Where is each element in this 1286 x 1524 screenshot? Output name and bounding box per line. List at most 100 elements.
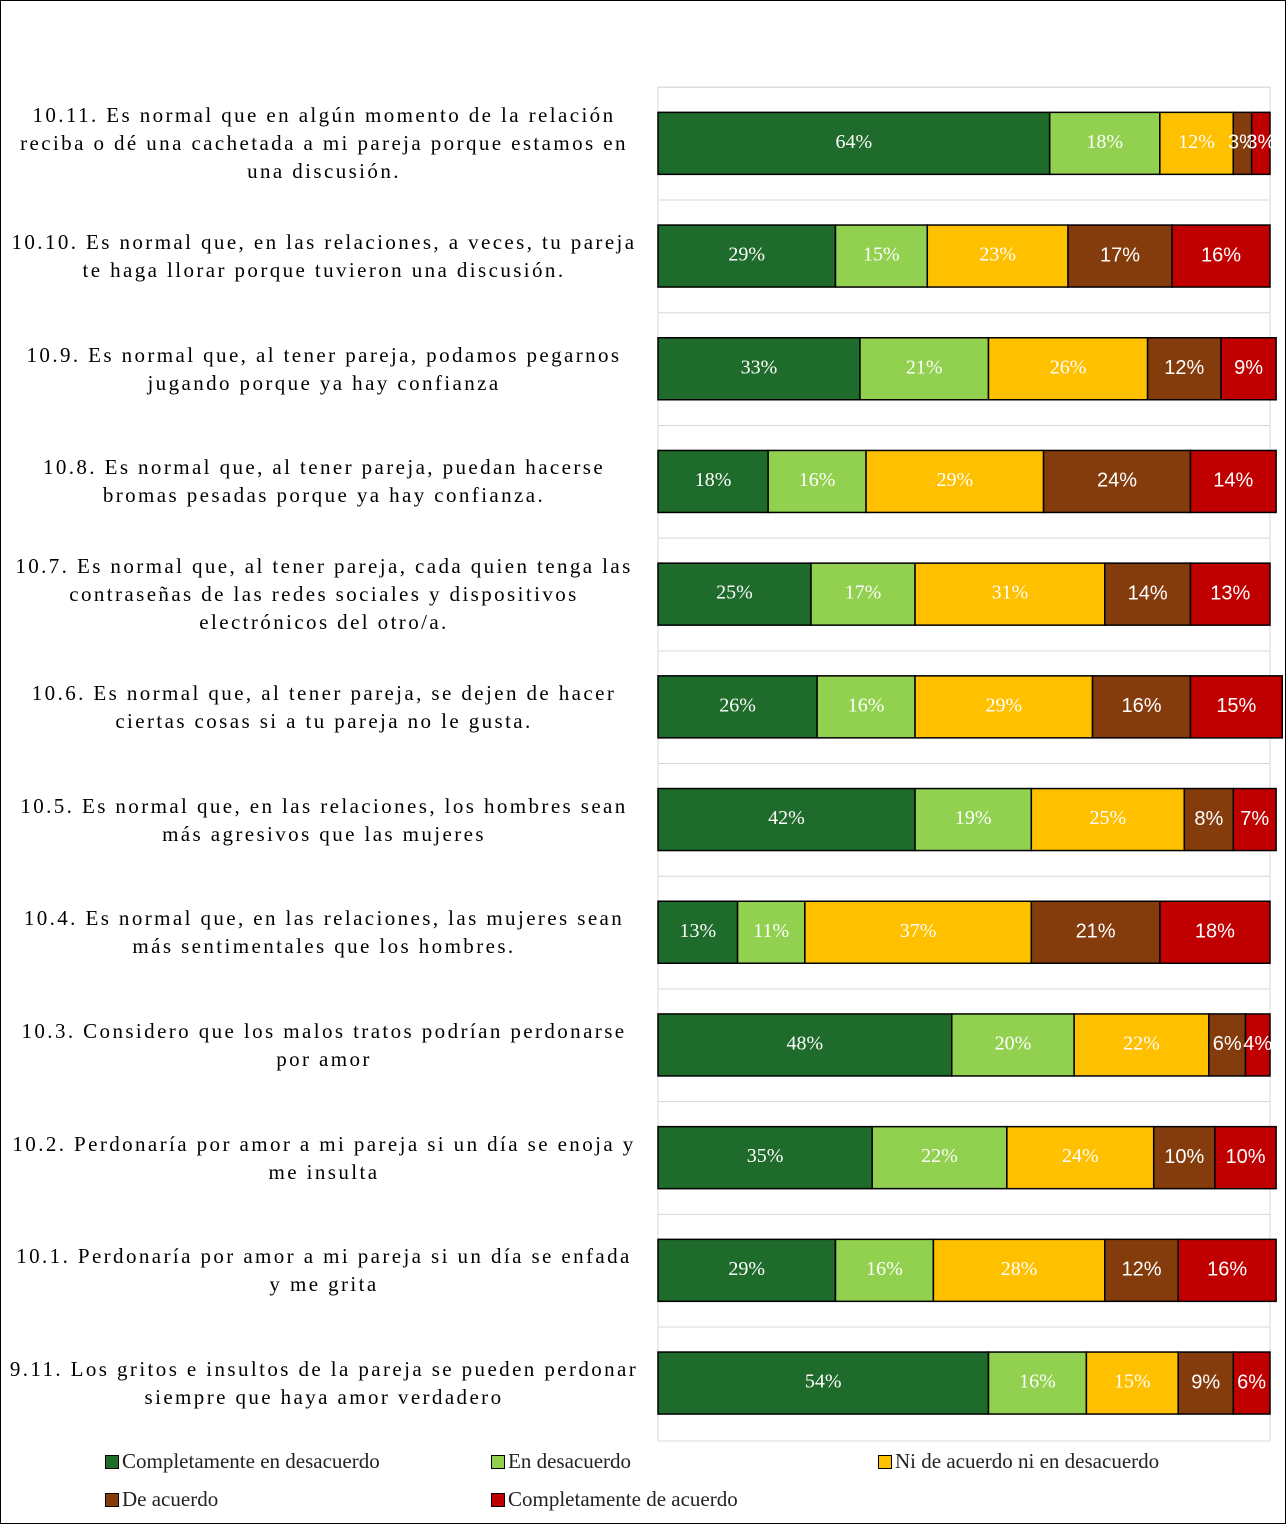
bar-segment [1232, 787, 1277, 852]
category-label: 10.6. Es normal que, al tener pareja, se… [31, 680, 617, 733]
value-label: 29% [728, 244, 765, 266]
bar-segment [1189, 449, 1277, 514]
value-label: 31% [992, 582, 1029, 604]
bar-segment [1214, 1125, 1277, 1190]
bar-segment [657, 449, 769, 514]
bar-segment [1159, 111, 1235, 176]
bar-segment [834, 224, 929, 288]
bar-segment [1244, 1013, 1271, 1077]
value-label: 9% [1234, 357, 1263, 379]
value-label: 35% [747, 1145, 784, 1167]
value-label: 10% [1164, 1146, 1204, 1168]
bar-segment [987, 337, 1149, 401]
bar-segment [951, 1013, 1075, 1077]
bar-segment [1091, 675, 1192, 739]
legend-label: De acuerdo [122, 1487, 219, 1511]
value-label: 24% [1097, 470, 1137, 492]
value-label: 24% [1062, 1145, 1099, 1167]
bar-segment [767, 449, 867, 514]
value-label: 18% [695, 469, 732, 491]
legend-swatch [878, 1454, 892, 1469]
value-label: 16% [1121, 695, 1161, 717]
value-label: 17% [1100, 244, 1140, 266]
value-label: 8% [1194, 808, 1223, 830]
legend-entry: Completamente en desacuerdo [105, 1449, 380, 1474]
bar-segment [1250, 111, 1271, 176]
legend-entry: Ni de acuerdo ni en desacuerdo [878, 1449, 1159, 1474]
bar-segment [657, 787, 916, 852]
bar-segment [1048, 111, 1161, 176]
value-label: 11% [753, 920, 789, 942]
bar-segment [1006, 1125, 1155, 1190]
value-label: 64% [836, 131, 873, 153]
value-label: 48% [787, 1033, 824, 1055]
bar-segment [657, 1125, 873, 1190]
bar-segment [859, 337, 990, 401]
legend-entry: En desacuerdo [491, 1449, 631, 1474]
value-label: 9% [1191, 1371, 1220, 1393]
bar-segment [1232, 1351, 1271, 1415]
bar-segment [657, 111, 1051, 176]
bar-segment [1146, 337, 1222, 401]
bar-segment [1104, 1238, 1179, 1303]
value-label: 26% [719, 694, 756, 716]
bar-segment [1104, 562, 1192, 626]
value-label: 29% [728, 1258, 765, 1280]
legend-label: En desacuerdo [508, 1449, 632, 1473]
legend-swatch [491, 1454, 505, 1469]
legend-swatch [105, 1454, 119, 1469]
bar-segment [871, 1125, 1008, 1190]
value-label: 6% [1237, 1371, 1266, 1393]
value-label: 10% [1226, 1146, 1266, 1168]
bar-segment [834, 1238, 935, 1303]
value-label: 18% [1086, 131, 1123, 153]
value-label: 16% [866, 1258, 903, 1280]
bar-segment [657, 337, 861, 401]
bar-segment [926, 224, 1069, 288]
value-label: 14% [1213, 470, 1253, 492]
value-label: 25% [1089, 807, 1126, 829]
bar-segment [1183, 787, 1235, 852]
bar-segment [914, 675, 1094, 739]
bar-segment [810, 562, 916, 626]
bar-segment [1073, 1013, 1210, 1077]
legend-swatch [105, 1492, 119, 1507]
value-label: 28% [1001, 1258, 1038, 1280]
value-label: 37% [900, 920, 937, 942]
bar-segment [1030, 787, 1186, 852]
value-label: 3% [1228, 132, 1257, 154]
category-label: 10.1. Perdonaría por amor a mi pareja si… [16, 1244, 632, 1297]
value-label: 25% [716, 582, 753, 604]
value-label: 15% [1114, 1371, 1151, 1393]
bar-segment [657, 562, 812, 626]
category-label: 10.5. Es normal que, en las relaciones, … [20, 793, 628, 846]
category-label: 10.11. Es normal que en algún momento de… [20, 103, 628, 184]
value-label: 20% [995, 1033, 1032, 1055]
legend-label: Completamente de acuerdo [508, 1487, 738, 1511]
value-label: 16% [1201, 244, 1241, 266]
bar-segment [1189, 675, 1283, 739]
legend-label: Completamente en desacuerdo [122, 1449, 380, 1473]
category-label: 9.11. Los gritos e insultos de la pareja… [9, 1357, 639, 1410]
bar-segment [865, 449, 1045, 514]
value-label: 18% [1195, 921, 1235, 943]
value-label: 16% [1019, 1371, 1056, 1393]
legend-swatch [491, 1492, 505, 1507]
bar-segment [1189, 562, 1271, 626]
value-label: 21% [1076, 921, 1116, 943]
legend-entry: Completamente de acuerdo [491, 1487, 738, 1512]
value-label: 42% [768, 807, 805, 829]
value-label: 29% [985, 694, 1022, 716]
bar-segment [1159, 900, 1271, 964]
value-label: 33% [741, 356, 778, 378]
bar-segment [932, 1238, 1106, 1303]
value-label: 23% [979, 244, 1016, 266]
value-label: 6% [1213, 1033, 1242, 1055]
bar-segment [804, 900, 1033, 964]
value-label: 22% [1123, 1033, 1160, 1055]
value-label: 16% [799, 469, 836, 491]
category-label: 10.3. Considero que los malos tratos pod… [21, 1018, 627, 1071]
bar-segment [1177, 1351, 1235, 1415]
category-label: 10.8. Es normal que, al tener pareja, pu… [42, 455, 606, 508]
